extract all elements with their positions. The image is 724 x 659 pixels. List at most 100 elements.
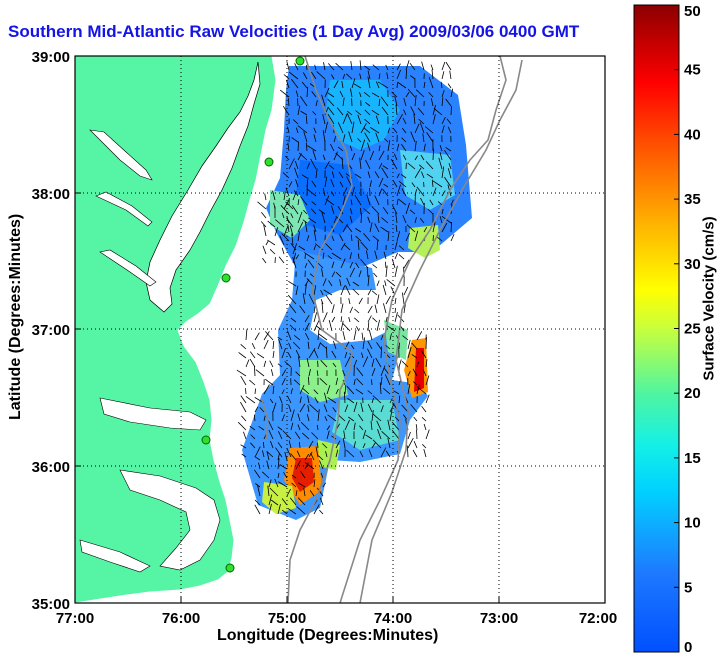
velocity-arrow xyxy=(308,451,313,458)
velocity-arrow xyxy=(392,127,398,134)
velocity-arrow xyxy=(444,176,452,188)
velocity-arrow xyxy=(367,404,373,413)
station-marker[interactable] xyxy=(295,56,305,66)
velocity-arrow xyxy=(322,252,325,260)
velocity-arrow xyxy=(342,113,348,125)
velocity-arrow xyxy=(382,188,389,197)
velocity-arrow xyxy=(384,138,389,143)
velocity-arrow xyxy=(445,147,452,152)
velocity-arrow xyxy=(314,397,319,404)
velocity-arrow xyxy=(249,425,256,431)
velocity-arrow xyxy=(391,421,400,431)
velocity-arrow xyxy=(288,404,292,413)
velocity-arrow xyxy=(376,294,380,305)
velocity-arrow xyxy=(295,90,299,98)
velocity-arrow xyxy=(369,222,373,233)
station-marker[interactable] xyxy=(221,273,231,283)
velocity-arrow xyxy=(320,359,328,368)
velocity-arrow xyxy=(326,346,328,359)
velocity-arrow xyxy=(414,217,417,224)
velocity-arrow xyxy=(381,217,389,224)
velocity-arrow xyxy=(441,61,446,71)
velocity-arrow xyxy=(327,255,333,260)
colorbar xyxy=(633,4,680,653)
y-tick-label: 37:00 xyxy=(32,322,70,339)
velocity-arrow xyxy=(421,417,427,422)
velocity-arrow xyxy=(265,240,269,246)
velocity-arrow xyxy=(386,72,389,80)
velocity-arrow xyxy=(295,127,299,134)
velocity-arrow xyxy=(424,126,434,134)
velocity-arrow xyxy=(325,198,335,206)
velocity-arrow xyxy=(320,289,324,296)
velocity-arrow xyxy=(321,302,324,314)
velocity-arrow xyxy=(407,88,416,98)
velocity-arrow xyxy=(421,350,427,359)
velocity-arrow xyxy=(339,234,344,242)
velocity-arrow xyxy=(331,236,335,242)
velocity-arrow xyxy=(321,268,324,278)
velocity-arrow xyxy=(360,150,365,161)
velocity-arrow xyxy=(257,201,267,210)
velocity-arrow xyxy=(297,199,300,206)
station-marker[interactable] xyxy=(201,435,211,445)
velocity-arrow xyxy=(416,361,419,368)
velocity-arrow xyxy=(277,458,280,470)
velocity-arrow xyxy=(267,419,274,431)
velocity-arrow xyxy=(446,118,452,125)
velocity-arrow xyxy=(353,441,356,449)
velocity-arrow xyxy=(297,497,306,506)
velocity-arrow xyxy=(238,352,247,359)
station-marker[interactable] xyxy=(264,157,274,167)
velocity-arrow xyxy=(350,61,353,71)
velocity-arrow xyxy=(333,80,339,89)
velocity-arrow xyxy=(328,280,333,287)
velocity-arrow xyxy=(367,70,371,80)
station-marker[interactable] xyxy=(225,563,235,573)
velocity-arrow xyxy=(331,205,335,215)
velocity-arrow xyxy=(367,322,370,332)
velocity-arrow xyxy=(362,429,367,440)
velocity-arrow xyxy=(263,331,270,341)
velocity-arrow xyxy=(358,253,360,260)
velocity-arrow xyxy=(346,449,355,458)
velocity-arrow xyxy=(314,349,319,359)
velocity-arrow xyxy=(346,385,355,395)
velocity-arrow xyxy=(364,132,371,143)
velocity-arrow xyxy=(325,451,328,458)
velocity-arrow xyxy=(378,73,381,80)
velocity-arrow xyxy=(365,101,371,107)
velocity-arrow xyxy=(438,157,443,170)
velocity-arrow xyxy=(375,132,380,143)
velocity-arrow xyxy=(293,334,301,341)
velocity-arrow xyxy=(328,164,335,170)
velocity-arrow xyxy=(415,89,425,98)
velocity-arrow xyxy=(421,406,427,413)
velocity-arrow xyxy=(289,497,297,506)
velocity-arrow xyxy=(236,369,247,377)
velocity-arrow xyxy=(375,81,380,89)
velocity-arrow xyxy=(291,205,299,215)
velocity-arrow xyxy=(363,91,371,98)
velocity-arrow xyxy=(287,352,292,359)
velocity-arrow xyxy=(270,499,279,506)
velocity-arrow xyxy=(319,460,324,470)
velocity-arrow xyxy=(313,127,317,134)
velocity-arrow xyxy=(314,243,324,251)
velocity-arrow xyxy=(325,243,333,251)
velocity-arrow xyxy=(261,211,267,219)
velocity-arrow xyxy=(394,252,398,260)
velocity-arrow xyxy=(349,208,353,215)
velocity-arrow xyxy=(313,320,320,332)
velocity-arrow xyxy=(367,275,370,287)
velocity-arrow xyxy=(367,315,372,323)
velocity-arrow xyxy=(396,69,401,80)
velocity-arrow xyxy=(369,126,380,134)
x-tick-label: 73:00 xyxy=(480,610,518,627)
velocity-arrow xyxy=(281,377,286,386)
velocity-arrow xyxy=(445,98,452,107)
velocity-arrow xyxy=(342,331,346,341)
velocity-arrow xyxy=(390,158,398,170)
velocity-arrow xyxy=(441,166,445,179)
velocity-arrow xyxy=(290,213,294,219)
